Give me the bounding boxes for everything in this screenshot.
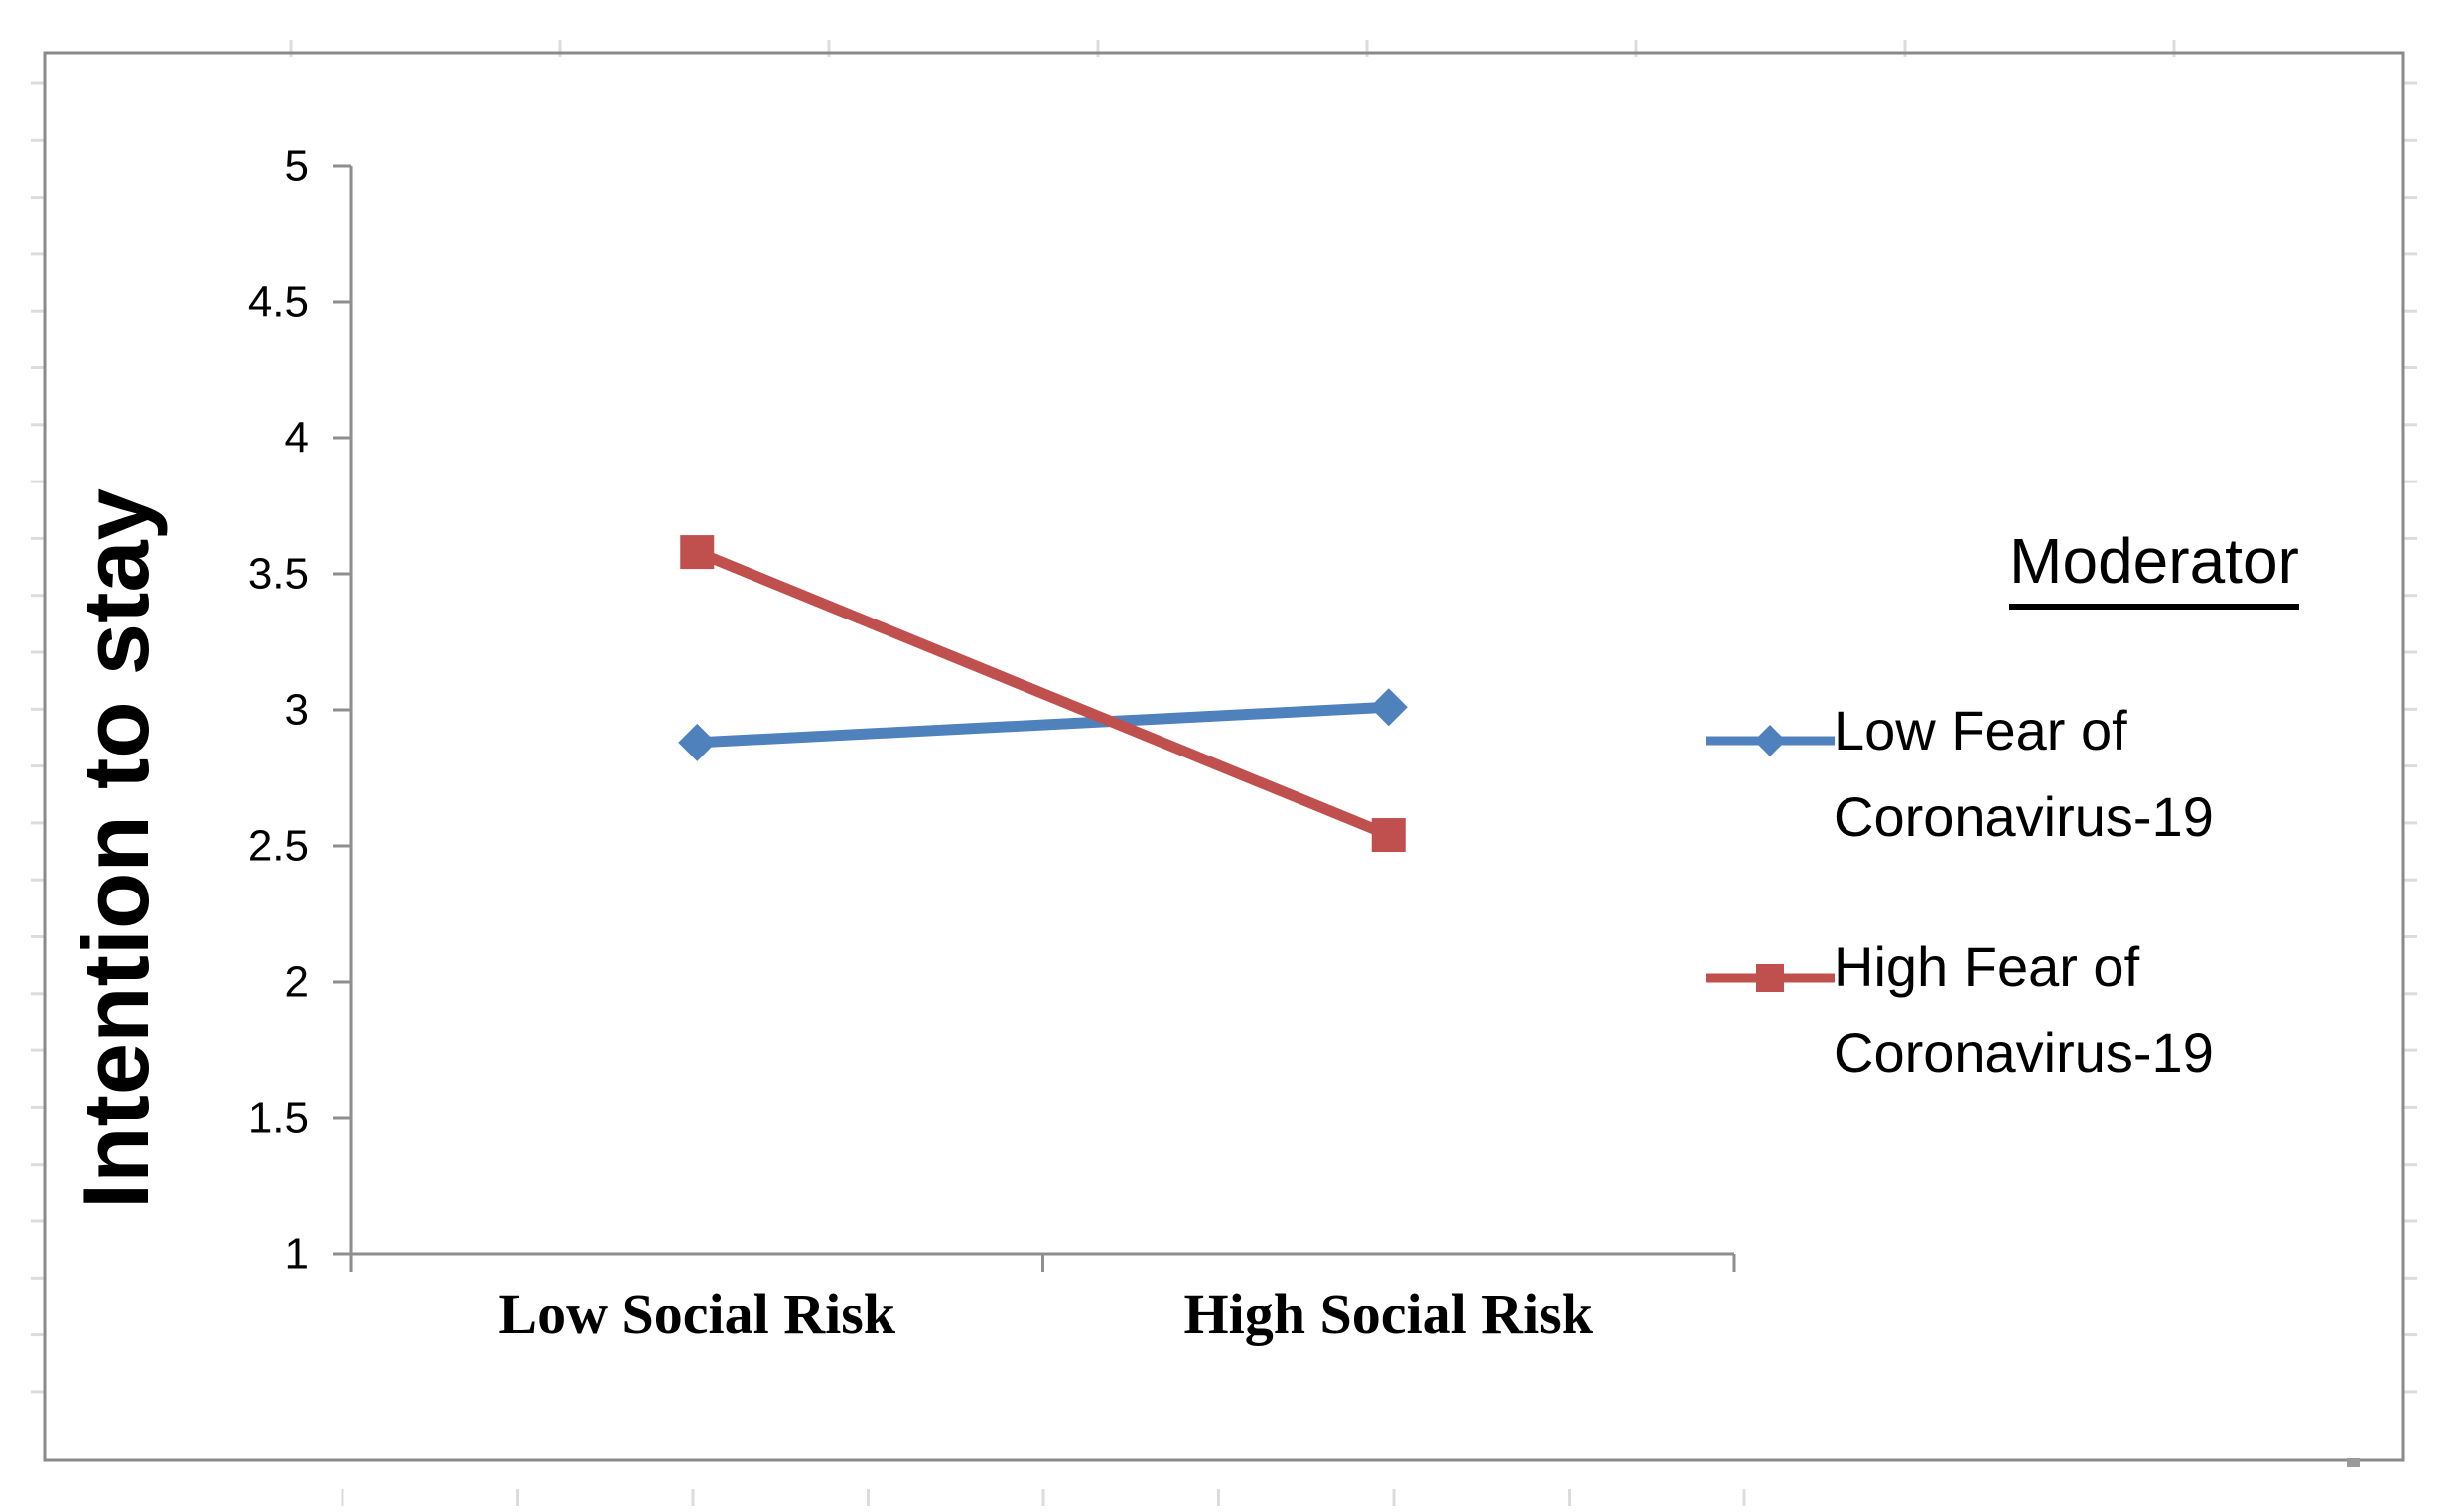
data-point-square — [1371, 818, 1406, 853]
legend-item-high-fear: High Fear of Coronavirus-19 — [1834, 935, 2214, 1084]
legend-marker-diamond — [1754, 725, 1786, 756]
legend: Moderator — [1926, 524, 2383, 610]
data-point-diamond — [678, 723, 717, 761]
series-line-diamond — [696, 701, 1390, 749]
chart-border — [43, 51, 2405, 1462]
legend-title: Moderator — [2009, 524, 2299, 610]
y-tick-label: 4.5 — [248, 278, 309, 327]
legend-marker-square — [1756, 964, 1784, 992]
y-tick-label: 2 — [285, 958, 309, 1007]
x-category-label: Low Social Risk — [498, 1282, 895, 1346]
y-axis-title: Intention to stay — [64, 488, 168, 1209]
x-category-label: High Social Risk — [1183, 1282, 1593, 1346]
legend-swatch-high-fear-icon — [1706, 964, 1835, 992]
legend-item-low-fear: Low Fear of Coronavirus-19 — [1834, 699, 2214, 848]
y-tick-label: 3.5 — [248, 550, 309, 599]
data-point-diamond — [1369, 688, 1408, 727]
y-tick-label: 1.5 — [248, 1094, 309, 1143]
y-tick-label: 1 — [285, 1230, 309, 1279]
y-tick-label: 2.5 — [248, 822, 309, 871]
y-tick-label: 3 — [285, 686, 309, 735]
border-handle-mark — [2347, 1458, 2360, 1467]
y-tick-label: 5 — [285, 142, 309, 191]
legend-swatch-low-fear-icon — [1706, 725, 1835, 756]
data-point-square — [680, 535, 715, 570]
series-line-square — [695, 546, 1391, 841]
y-tick-label: 4 — [285, 414, 309, 463]
